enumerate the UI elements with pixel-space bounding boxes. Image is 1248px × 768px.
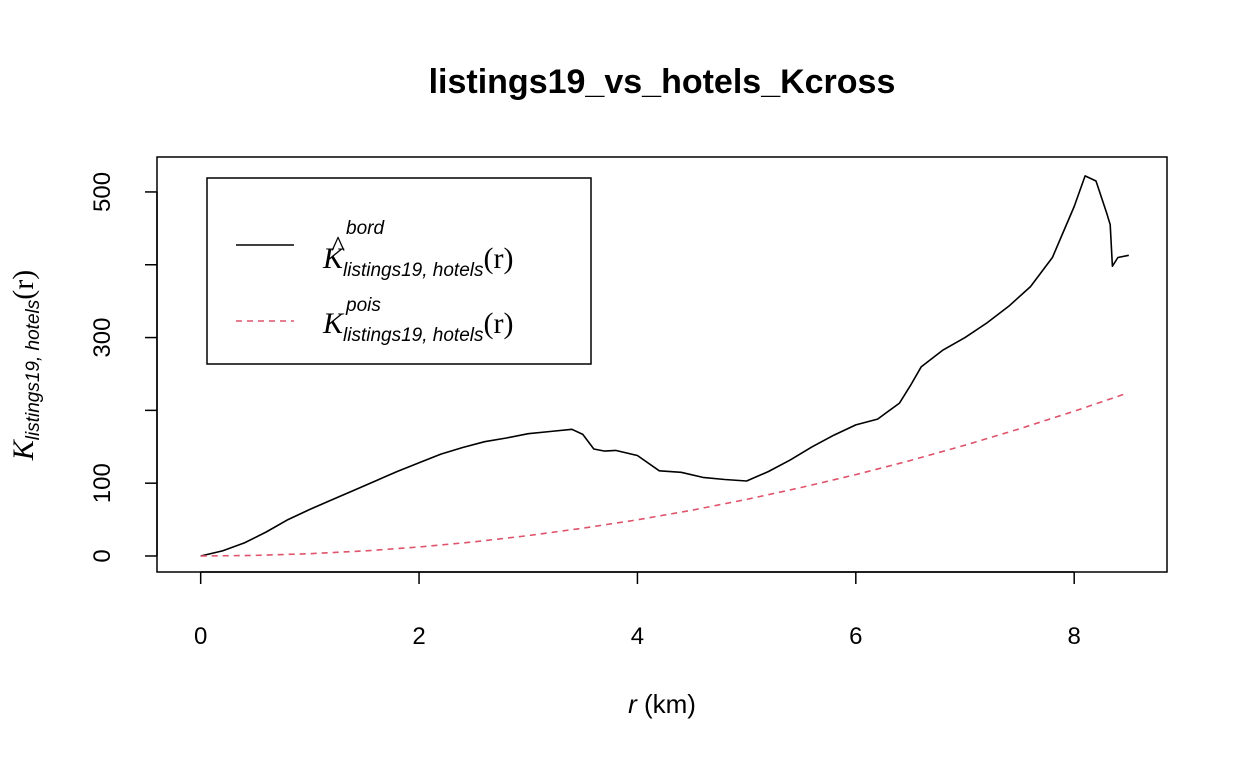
legend-entry-bord: ^ Klistings19, hotels(r) bord xyxy=(236,218,513,281)
legend-label-pois-sub: listings19, hotels xyxy=(343,325,484,346)
chart-title: listings19_vs_hotels_Kcross xyxy=(429,63,896,101)
legend: ^ Klistings19, hotels(r) bord Klistings1… xyxy=(206,177,592,365)
y-axis: 0 100 300 500 xyxy=(89,172,158,563)
legend-box xyxy=(206,177,592,365)
x-tick-label: 8 xyxy=(1068,623,1081,650)
legend-label-pois-arg: (r) xyxy=(483,307,513,340)
x-axis-label: r (km) xyxy=(628,689,696,719)
x-axis-label-unit: (km) xyxy=(637,689,696,719)
legend-label-pois: Klistings19, hotels(r) xyxy=(322,307,513,346)
legend-label-bord-sub: listings19, hotels xyxy=(343,260,484,281)
legend-hat-bord: ^ xyxy=(331,230,345,263)
legend-label-pois-main: K xyxy=(322,307,345,340)
legend-entry-pois: Klistings19, hotels(r) pois xyxy=(236,295,513,346)
x-axis: 0 2 4 6 8 xyxy=(194,571,1081,650)
series-line-bord xyxy=(200,175,1129,557)
legend-label-bord-main: K xyxy=(322,242,345,275)
x-tick-label: 6 xyxy=(849,623,862,650)
y-axis-label-main: K xyxy=(7,438,40,461)
legend-sup-bord: bord xyxy=(346,218,385,239)
legend-sup-pois: pois xyxy=(345,295,381,316)
x-tick-label: 0 xyxy=(194,623,207,650)
y-axis-label: Klistings19, hotels(r) xyxy=(7,270,44,461)
series-line-pois xyxy=(200,393,1124,557)
x-axis-label-var: r xyxy=(628,689,638,719)
series-layer xyxy=(200,175,1129,557)
y-axis-label-sub: listings19, hotels xyxy=(23,299,44,440)
y-tick-label: 300 xyxy=(89,318,116,358)
y-tick-label: 500 xyxy=(89,172,116,212)
x-tick-label: 4 xyxy=(631,623,644,650)
legend-label-bord-arg: (r) xyxy=(483,242,513,275)
x-tick-label: 2 xyxy=(412,623,425,650)
y-tick-label: 0 xyxy=(89,549,116,562)
y-tick-label: 100 xyxy=(89,463,116,503)
y-axis-label-arg: (r) xyxy=(7,270,40,300)
legend-label-bord: Klistings19, hotels(r) xyxy=(322,242,513,281)
svg-text:Klistings19, hotels(r): Klistings19, hotels(r) xyxy=(7,270,44,461)
